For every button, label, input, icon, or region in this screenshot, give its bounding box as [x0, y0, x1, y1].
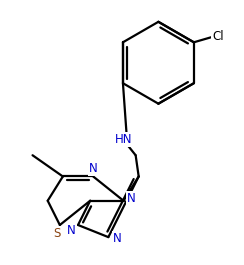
Text: N: N [127, 192, 135, 205]
Text: Cl: Cl [212, 30, 224, 43]
Text: S: S [53, 227, 61, 240]
Text: HN: HN [115, 133, 132, 146]
Text: N: N [89, 162, 98, 175]
Text: N: N [112, 232, 121, 245]
Text: N: N [67, 224, 76, 237]
